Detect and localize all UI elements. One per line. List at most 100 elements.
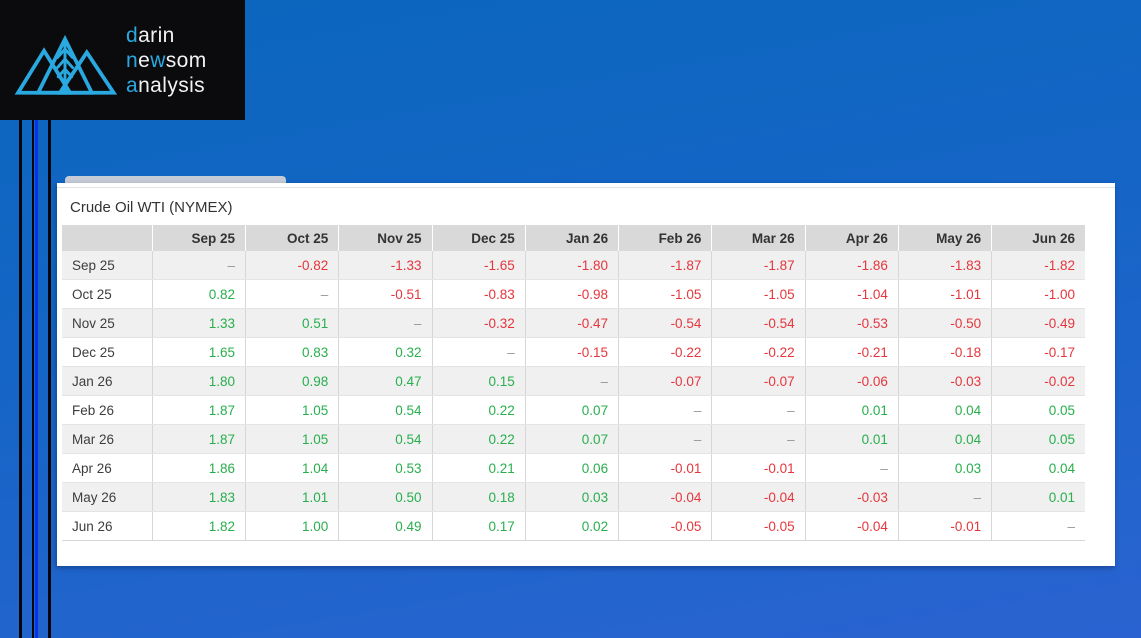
spread-cell[interactable]: -0.07 [618,366,712,396]
spread-cell[interactable]: -1.87 [711,251,806,280]
spread-cell[interactable]: -0.82 [245,251,339,280]
spread-cell[interactable]: 1.87 [151,395,246,425]
table-row: Feb 26 1.87 1.05 0.54 0.22 0.07– –0.01 0.04 0.05 [62,395,1085,425]
spread-cell[interactable]: 0.82 [151,279,246,309]
spread-cell[interactable]: -1.65 [431,251,526,280]
spread-cell[interactable]: -0.50 [897,308,992,338]
spread-cell[interactable]: 0.21 [431,453,526,483]
spread-cell[interactable]: -0.06 [804,366,899,396]
spread-cell[interactable]: 0.51 [245,308,339,338]
spread-cell[interactable]: -0.01 [897,511,992,541]
spread-cell[interactable]: 0.01 [991,482,1085,512]
spread-cell[interactable]: 0.07 [524,424,619,454]
spread-cell[interactable]: -0.04 [618,482,712,512]
spread-cell[interactable]: 0.04 [897,424,992,454]
spread-cell[interactable]: 0.22 [431,424,526,454]
row-label: Oct 25 [62,279,153,309]
spread-cell[interactable]: 1.65 [151,337,246,367]
spread-cell[interactable]: 0.17 [431,511,526,541]
spread-cell[interactable]: -0.15 [524,337,619,367]
spread-cell[interactable]: -0.83 [431,279,526,309]
spread-cell[interactable]: -1.87 [618,251,712,280]
spread-cell[interactable]: 0.05 [991,424,1085,454]
spread-cell[interactable]: 0.15 [431,366,526,396]
spread-cell[interactable]: 0.07 [524,395,619,425]
spread-cell[interactable]: 0.22 [431,395,526,425]
spread-cell[interactable]: -1.80 [524,251,619,280]
spread-cell[interactable]: 1.80 [151,366,246,396]
spread-cell[interactable]: -0.98 [524,279,619,309]
logo-line-2: newsom [126,48,207,72]
spread-cell[interactable]: -0.04 [711,482,806,512]
spread-cell[interactable]: -0.17 [991,337,1085,367]
table-row: Jan 26 1.80 0.98 0.47 0.15– -0.07 -0.07 -0.06 -0… [62,366,1085,396]
spread-cell[interactable]: -0.53 [804,308,899,338]
spread-cell[interactable]: 0.05 [991,395,1085,425]
column-header: Jun 26 [991,225,1085,251]
spread-cell[interactable]: 0.03 [897,453,992,483]
spread-cell[interactable]: -0.32 [431,308,526,338]
spread-cell[interactable]: -1.33 [338,251,433,280]
spread-cell[interactable]: -1.01 [897,279,992,309]
spread-cell[interactable]: 1.83 [151,482,246,512]
spread-cell[interactable]: 0.54 [338,424,433,454]
table-row: Oct 25 0.82– -0.51 -0.83 -0.98 -1.05 -1.05 -1.0… [62,279,1085,309]
spread-cell[interactable]: -0.04 [804,511,899,541]
spread-cell[interactable]: 0.49 [338,511,433,541]
spread-cell[interactable]: 0.50 [338,482,433,512]
spread-cell[interactable]: 0.04 [897,395,992,425]
spread-cell[interactable]: 1.82 [151,511,246,541]
spread-cell[interactable]: 0.06 [524,453,619,483]
spread-cell[interactable]: 0.01 [804,395,899,425]
spread-cell[interactable]: 0.01 [804,424,899,454]
spread-cell[interactable]: -0.51 [338,279,433,309]
panel-top-rule [57,183,1115,188]
spread-cell[interactable]: 1.00 [245,511,339,541]
spread-cell[interactable]: 0.53 [338,453,433,483]
spread-cell[interactable]: -1.82 [991,251,1085,280]
spread-cell[interactable]: -0.03 [897,366,992,396]
spread-cell[interactable]: 1.87 [151,424,246,454]
spread-cell[interactable]: -0.18 [897,337,992,367]
spread-cell[interactable]: 1.86 [151,453,246,483]
spread-cell[interactable]: 1.04 [245,453,339,483]
logo-line-1: darin [126,23,175,47]
spread-cell[interactable]: 0.47 [338,366,433,396]
spread-cell[interactable]: -1.04 [804,279,899,309]
spread-cell[interactable]: -0.21 [804,337,899,367]
spread-cell[interactable]: -1.05 [711,279,806,309]
spread-cell[interactable]: 0.54 [338,395,433,425]
spread-cell[interactable]: -0.54 [711,308,806,338]
spread-cell[interactable]: -1.00 [991,279,1085,309]
spread-cell[interactable]: 1.33 [151,308,246,338]
spread-cell[interactable]: 0.18 [431,482,526,512]
spread-cell[interactable]: -0.54 [618,308,712,338]
spread-cell[interactable]: 0.32 [338,337,433,367]
spread-cell[interactable]: 1.01 [245,482,339,512]
spread-cell[interactable]: -0.07 [711,366,806,396]
spread-cell[interactable]: -0.47 [524,308,619,338]
spread-cell[interactable]: -0.05 [711,511,806,541]
spread-cell[interactable]: -1.05 [618,279,712,309]
spread-cell[interactable]: 1.05 [245,424,339,454]
spread-cell[interactable]: 0.04 [991,453,1085,483]
spread-cell[interactable]: 0.02 [524,511,619,541]
spread-cell[interactable]: -1.86 [804,251,899,280]
spread-cell[interactable]: 1.05 [245,395,339,425]
spread-cell[interactable]: -0.02 [991,366,1085,396]
spread-cell[interactable]: 0.98 [245,366,339,396]
spread-cell[interactable]: -0.03 [804,482,899,512]
spread-cell[interactable]: -0.01 [618,453,712,483]
spread-cell[interactable]: 0.03 [524,482,619,512]
spread-cell[interactable]: -0.49 [991,308,1085,338]
logo-line-3: analysis [126,73,206,97]
spread-cell[interactable]: -0.22 [711,337,806,367]
spread-cell[interactable]: -0.22 [618,337,712,367]
spread-cell[interactable]: 0.83 [245,337,339,367]
row-label: Nov 25 [62,308,153,338]
spread-cell: – [618,424,712,454]
spread-cell[interactable]: -0.05 [618,511,712,541]
spread-cell[interactable]: -1.83 [897,251,992,280]
column-header: Sep 25 [151,225,246,251]
spread-cell[interactable]: -0.01 [711,453,806,483]
